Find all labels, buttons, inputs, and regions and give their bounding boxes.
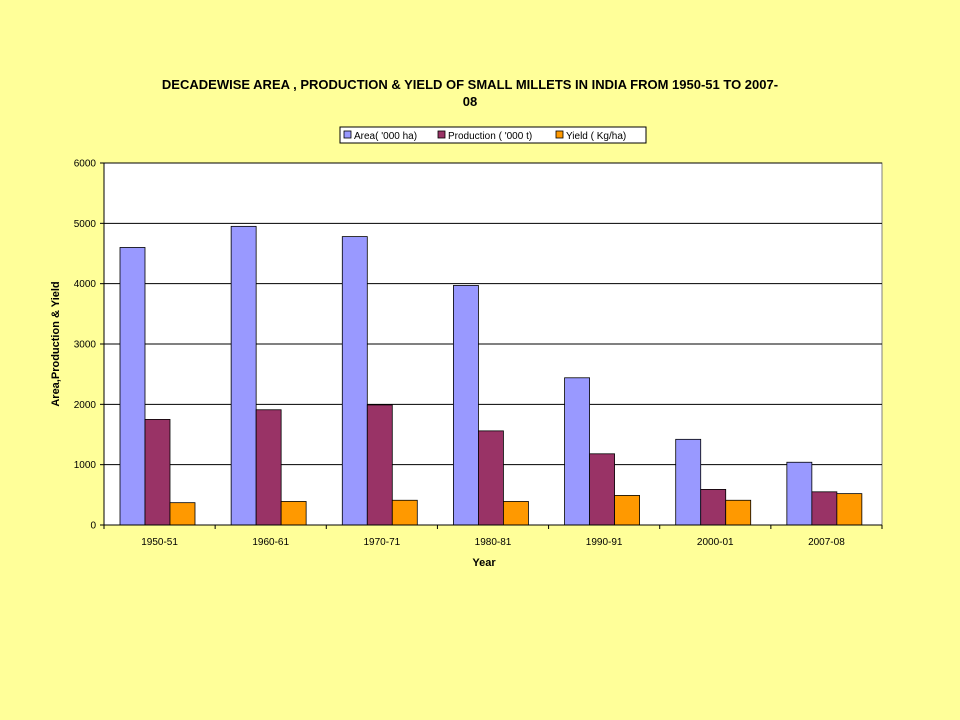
- x-tick-label: 2000-01: [697, 537, 734, 548]
- x-tick-label: 2007-08: [808, 537, 845, 548]
- legend-label-yield: Yield ( Kg/ha): [566, 131, 626, 142]
- bar-area-1960-61: [230, 225, 257, 526]
- bar-area-1970-71: [341, 236, 368, 526]
- y-tick-label: 0: [90, 521, 96, 532]
- bar-yield-1950-51: [169, 502, 196, 526]
- y-tick-label: 2000: [74, 400, 97, 411]
- y-tick-label: 4000: [74, 279, 97, 290]
- bar-area-2007-08: [786, 461, 813, 526]
- legend-label-production: Production ( '000 t): [448, 131, 532, 142]
- bars: [119, 225, 863, 526]
- bar-production-2007-08: [811, 491, 838, 526]
- bar-area-1980-81: [453, 285, 479, 526]
- y-tick-label: 3000: [74, 340, 97, 351]
- bar-production-1960-61: [255, 409, 282, 526]
- legend-swatch-production: [437, 130, 446, 139]
- x-tick-label: 1970-71: [364, 537, 401, 548]
- legend-swatch-area: [343, 130, 352, 139]
- y-axis-title: Area,Production & Yield: [50, 281, 62, 406]
- bar-production-2000-01: [700, 489, 727, 526]
- x-axis-title: Year: [472, 557, 496, 569]
- bar-area-1990-91: [564, 377, 590, 526]
- legend-swatch-yield: [555, 130, 564, 139]
- x-tick-labels: 1950-51 1960-61 1970-71 1980-81 1990-91 2000-…: [103, 525, 883, 548]
- x-tick-label: 1980-81: [475, 537, 512, 548]
- chart-title-line-2: 08: [462, 94, 478, 109]
- bar-yield-1970-71: [391, 499, 418, 526]
- bar-yield-2000-01: [725, 499, 752, 526]
- y-tick-label: 1000: [74, 460, 97, 471]
- bar-production-1980-81: [478, 430, 504, 526]
- legend: Area( '000 ha) Production ( '000 t) Yield …: [339, 126, 647, 144]
- y-tick-label: 6000: [74, 159, 97, 170]
- chart-title-line-1: DECADEWISE AREA , PRODUCTION & YIELD OF …: [161, 77, 779, 92]
- bar-yield-2007-08: [836, 493, 863, 526]
- bar-production-1950-51: [144, 419, 171, 526]
- legend-label-area: Area( '000 ha): [354, 131, 417, 142]
- bar-yield-1990-91: [614, 495, 640, 526]
- chart-title: DECADEWISE AREA , PRODUCTION & YIELD OF …: [110, 76, 830, 110]
- y-tick-labels: 0 1000 2000 3000 4000 5000 6000: [74, 159, 104, 532]
- bar-yield-1960-61: [280, 501, 307, 526]
- bar-area-1950-51: [119, 247, 146, 526]
- y-tick-label: 5000: [74, 219, 97, 230]
- bar-production-1990-91: [589, 453, 615, 526]
- x-tick-label: 1960-61: [252, 537, 289, 548]
- bar-production-1970-71: [366, 404, 393, 526]
- bar-yield-1980-81: [503, 501, 529, 526]
- legend-box: [339, 126, 647, 144]
- x-tick-label: 1950-51: [141, 537, 178, 548]
- x-tick-label: 1990-91: [586, 537, 623, 548]
- bar-area-2000-01: [675, 438, 702, 526]
